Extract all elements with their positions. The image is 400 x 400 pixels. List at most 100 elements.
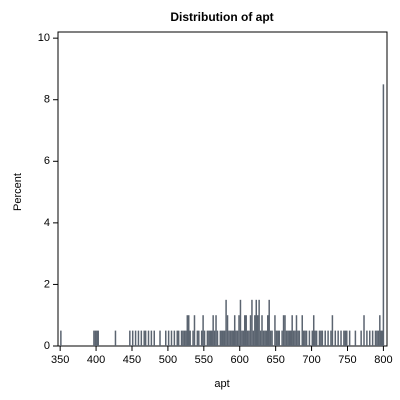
bar: [203, 330, 206, 346]
bar: [165, 330, 167, 346]
bar: [346, 330, 348, 346]
bar: [369, 330, 371, 346]
bar: [261, 315, 263, 346]
bar: [150, 330, 153, 346]
bar: [331, 315, 334, 346]
bar: [96, 330, 98, 346]
bar: [277, 330, 279, 346]
y-tick-label: 4: [44, 217, 50, 229]
y-tick-label: 10: [38, 32, 50, 44]
bar: [167, 330, 170, 346]
bar: [185, 330, 187, 346]
x-tick-label: 650: [266, 354, 284, 366]
bar: [282, 315, 285, 346]
x-tick-label: 600: [231, 354, 249, 366]
bar: [241, 330, 243, 346]
bar: [249, 315, 252, 346]
bar: [226, 315, 229, 346]
bar: [292, 330, 295, 346]
x-tick-label: 350: [51, 354, 69, 366]
bar: [251, 299, 253, 346]
bar: [212, 315, 214, 346]
bar: [202, 315, 204, 346]
bar: [131, 330, 134, 346]
bar: [285, 330, 288, 346]
bar: [189, 330, 191, 346]
bar: [311, 330, 314, 346]
plot-frame: [57, 31, 388, 347]
bar: [236, 330, 239, 346]
bar: [258, 299, 260, 346]
bar: [143, 330, 145, 346]
bar: [129, 330, 131, 346]
bar: [153, 330, 156, 346]
y-tick-label: 2: [44, 278, 50, 290]
bar: [198, 330, 200, 346]
bar: [219, 330, 222, 346]
x-tick-label: 400: [87, 354, 105, 366]
bar: [301, 315, 303, 346]
bar: [238, 315, 240, 346]
bar: [114, 330, 117, 346]
bar: [215, 315, 217, 346]
bar: [170, 330, 173, 346]
bar: [242, 330, 245, 346]
bar: [376, 330, 378, 346]
bar: [318, 330, 321, 346]
x-tick-label: 500: [159, 354, 177, 366]
bar: [196, 330, 199, 346]
bar: [278, 330, 280, 346]
bar: [268, 299, 270, 346]
bar: [315, 330, 318, 346]
bar: [314, 330, 316, 346]
bar: [354, 330, 357, 346]
bar: [265, 330, 268, 346]
y-tick-label: 6: [44, 155, 50, 167]
bar: [231, 330, 233, 346]
bar: [379, 315, 381, 346]
bar: [255, 299, 258, 346]
bar: [208, 330, 210, 346]
bar: [200, 330, 203, 346]
x-tick-label: 750: [338, 354, 356, 366]
bar: [140, 330, 143, 346]
bar: [221, 330, 223, 346]
bar: [377, 330, 380, 346]
bar: [312, 315, 315, 346]
x-tick-label: 450: [123, 354, 141, 366]
bar: [297, 330, 299, 346]
bar: [183, 330, 186, 346]
bar: [360, 330, 362, 346]
bar: [291, 315, 293, 346]
bar: [334, 330, 337, 346]
bar: [382, 84, 385, 346]
bar: [254, 315, 256, 346]
bar: [262, 330, 265, 346]
bar: [244, 315, 246, 346]
y-tick-label: 8: [44, 94, 50, 106]
bar: [176, 330, 178, 346]
bar: [267, 315, 269, 346]
bar: [374, 330, 377, 346]
bar: [343, 330, 345, 346]
bar: [223, 330, 226, 346]
bar: [60, 330, 62, 346]
x-axis-label: apt: [214, 378, 229, 390]
bar: [225, 299, 227, 346]
bar: [348, 330, 351, 346]
bar: [304, 330, 306, 346]
bar: [289, 330, 292, 346]
bar: [271, 330, 273, 346]
chart-title: Distribution of apt: [170, 10, 273, 24]
bar: [284, 315, 286, 346]
bar: [380, 330, 383, 346]
bar: [256, 315, 259, 346]
bar: [275, 330, 278, 346]
x-tick-label: 550: [195, 354, 213, 366]
bar: [308, 330, 311, 346]
bar: [216, 330, 219, 346]
x-tick-label: 800: [374, 354, 392, 366]
bar: [209, 330, 212, 346]
bar: [97, 330, 99, 346]
